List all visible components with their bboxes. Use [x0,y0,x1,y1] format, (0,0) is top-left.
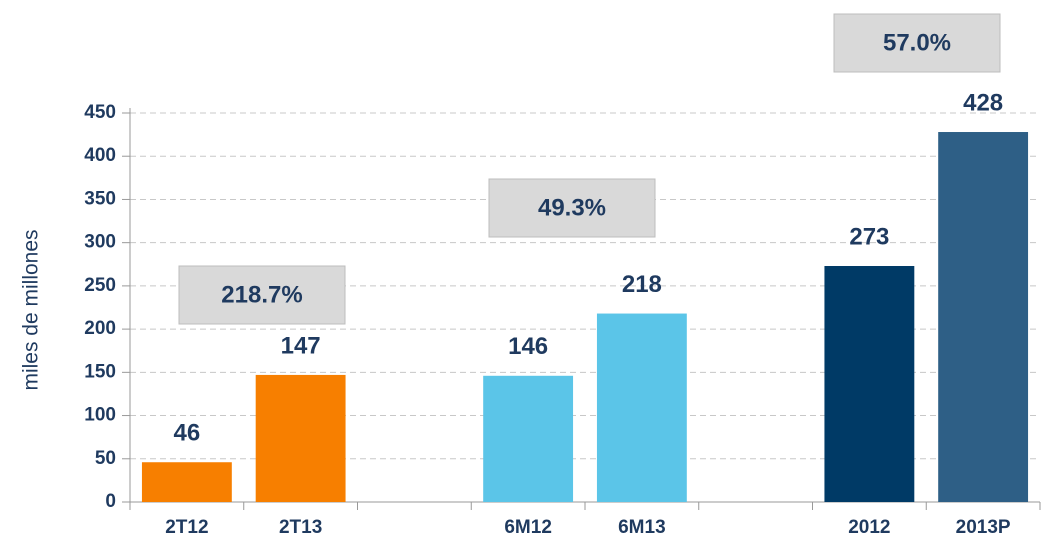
y-tick-label: 200 [84,318,116,339]
bar [824,266,915,502]
x-tick-label: 6M13 [618,517,666,538]
annotation: 49.3% [538,194,606,221]
value-label: 273 [849,223,889,250]
annotation-box [833,13,1001,73]
annotation-box [488,178,656,238]
y-tick-label: 400 [84,145,116,166]
value-label: 46 [174,420,201,447]
bar [141,462,232,502]
y-tick-label: 300 [84,232,116,253]
value-label: 218 [622,271,662,298]
x-tick-label: 2013P [956,517,1011,538]
y-tick-label: 150 [84,361,116,382]
bar [483,375,574,502]
y-tick-label: 350 [84,188,116,209]
bar [255,374,346,502]
x-tick-label: 2012 [848,517,890,538]
x-tick-label: 2T12 [165,517,208,538]
bar [938,132,1029,503]
x-tick-label: 6M12 [504,517,552,538]
x-tick-label: 2T13 [279,517,322,538]
annotation-box [178,265,346,325]
value-label: 147 [281,332,321,359]
value-label: 146 [508,333,548,360]
annotation: 57.0% [883,29,951,56]
y-axis-label: miles de millones [20,229,43,390]
annotation: 218.7% [221,281,302,308]
y-tick-label: 450 [84,102,116,123]
y-tick-label: 250 [84,275,116,296]
y-tick-label: 0 [105,491,116,512]
bar [596,313,687,502]
value-label: 428 [963,89,1003,116]
y-tick-label: 100 [84,405,116,426]
y-tick-label: 50 [95,448,116,469]
